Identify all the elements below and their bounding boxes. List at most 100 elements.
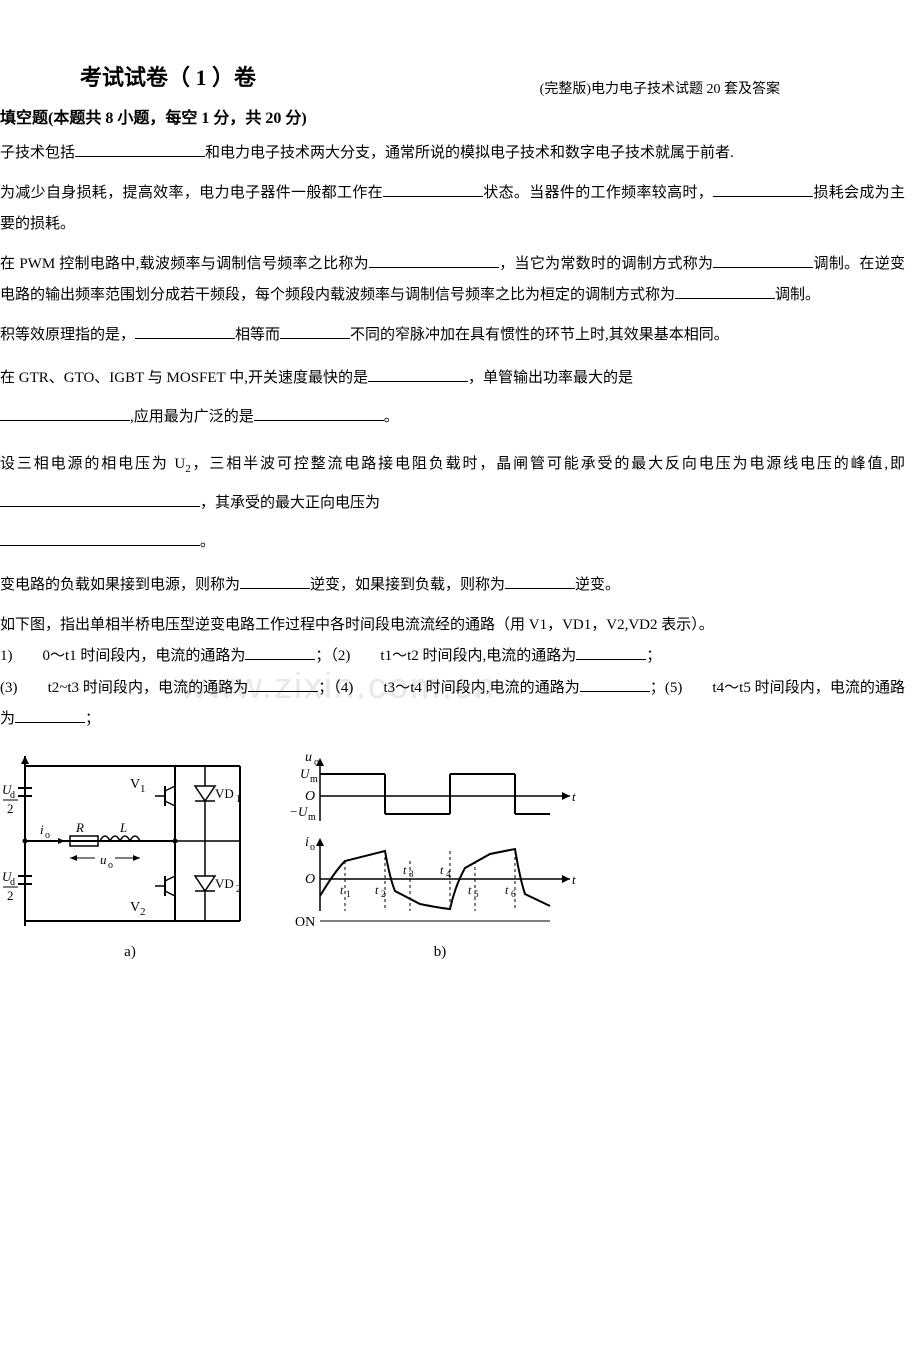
blank <box>383 182 483 197</box>
blank <box>245 645 315 660</box>
svg-text:L: L <box>119 820 127 835</box>
question-6: 设三相电源的相电压为 U2，三相半波可控整流电路接电阻负载时，晶闸管可能承受的最… <box>0 445 905 562</box>
svg-text:t: t <box>572 872 576 887</box>
question-5: 在 GTR、GTO、IGBT 与 MOSFET 中,开关速度最快的是 ，单管输出功… <box>0 359 905 437</box>
svg-text:1: 1 <box>140 783 146 795</box>
blank <box>280 324 350 339</box>
q8-1b: ；（2) t1～t2 时间段内,电流的通路为 <box>315 648 576 664</box>
q6-text-a: 设三相电源的相电压为 U <box>0 456 185 472</box>
svg-text:d: d <box>10 877 15 888</box>
q3-text-a: 在 PWM 控制电路中,载波频率与调制信号频率之比称为 <box>0 256 369 272</box>
svg-text:o: o <box>108 860 113 871</box>
svg-text:6: 6 <box>511 889 516 899</box>
blank <box>135 324 235 339</box>
svg-text:V: V <box>130 777 140 792</box>
q7-text-b: 逆变，如果接到负载，则称为 <box>310 577 505 593</box>
blank <box>248 677 318 692</box>
svg-text:d: d <box>10 790 15 801</box>
q8-2b: ；（4) t3～t4 时间段内,电流的通路为 <box>318 680 580 696</box>
exam-title: 考试试卷（ 1 ）卷 <box>80 60 920 92</box>
q3-text-b: ，当它为常数时的调制方式称为 <box>499 256 713 272</box>
header-note: (完整版)电力电子技术试题 20 套及答案 <box>540 78 780 98</box>
q1-text-a: 子技术包括 <box>0 145 75 161</box>
svg-text:u: u <box>100 852 107 867</box>
svg-text:o: o <box>310 842 315 853</box>
blank <box>713 253 813 268</box>
question-2: 为减少自身损耗，提高效率，电力电子器件一般都工作在 状态。当器件的工作频率较高时，… <box>0 178 905 241</box>
svg-text:2: 2 <box>7 801 14 816</box>
blank <box>254 406 384 421</box>
svg-text:m: m <box>310 774 318 785</box>
question-8: 如下图，指出单相半桥电压型逆变电路工作过程中各时间段电流流经的通路（用 V1，V… <box>0 610 905 736</box>
svg-text:R: R <box>75 820 84 835</box>
svg-text:V: V <box>130 900 140 915</box>
svg-text:5: 5 <box>474 889 479 899</box>
q7-text-a: 变电路的负载如果接到电源，则称为 <box>0 577 240 593</box>
q5-text-a: 在 GTR、GTO、IGBT 与 MOSFET 中,开关速度最快的是 <box>0 370 368 386</box>
q7-text-c: 逆变。 <box>575 577 620 593</box>
blank <box>0 492 200 507</box>
svg-text:t: t <box>340 883 344 897</box>
q8-2a: (3) t2~t3 时间段内，电流的通路为 <box>0 680 248 696</box>
svg-text:−: − <box>290 804 297 819</box>
blank <box>0 406 130 421</box>
blank <box>505 574 575 589</box>
blank <box>675 284 775 299</box>
figure-a-box: Ud 2 Ud 2 io <box>0 746 260 961</box>
figure-b-label: b) <box>434 944 447 961</box>
q6-text-b: ，三相半波可控整流电路接电阻负载时，晶闸管可能承受的最大反向电压为电源线电压的峰… <box>191 456 905 472</box>
q2-text-b: 状态。当器件的工作频率较高时， <box>483 185 713 201</box>
circuit-diagram-icon: Ud 2 Ud 2 io <box>0 746 260 936</box>
svg-text:t: t <box>572 789 576 804</box>
svg-text:m: m <box>308 812 316 823</box>
waveform-diagram-icon: uo Um O −Um t <box>290 746 590 936</box>
svg-text:1: 1 <box>236 794 241 805</box>
q4-text-b: 相等而 <box>235 327 280 343</box>
q8-2d: ； <box>85 711 100 727</box>
q6-text-d: 。 <box>200 534 215 550</box>
svg-text:2: 2 <box>7 888 14 903</box>
svg-text:2: 2 <box>236 884 241 895</box>
svg-text:O: O <box>305 872 315 887</box>
svg-text:t: t <box>468 883 472 897</box>
svg-text:t: t <box>505 883 509 897</box>
blank <box>369 253 499 268</box>
svg-text:i: i <box>40 822 44 837</box>
blank <box>580 677 650 692</box>
svg-text:i: i <box>305 835 309 850</box>
q4-text-c: 不同的窄脉冲加在具有惯性的环节上时,其效果基本相同。 <box>350 327 729 343</box>
svg-text:4: 4 <box>446 869 451 879</box>
blank <box>75 142 205 157</box>
svg-text:1: 1 <box>346 889 351 899</box>
svg-text:2: 2 <box>140 906 146 918</box>
q2-text-a: 为减少自身损耗，提高效率，电力电子器件一般都工作在 <box>0 185 383 201</box>
svg-text:o: o <box>45 830 50 841</box>
svg-text:3: 3 <box>409 869 414 879</box>
svg-text:2: 2 <box>381 889 386 899</box>
question-3: 在 PWM 控制电路中,载波频率与调制信号频率之比称为 ，当它为常数时的调制方式称… <box>0 249 905 312</box>
svg-text:t: t <box>440 863 444 877</box>
section-header: 填空题(本题共 8 小题，每空 1 分，共 20 分) <box>0 104 905 128</box>
q5-text-b: ，单管输出功率最大的是 <box>468 370 633 386</box>
q8-1c: ； <box>646 648 661 664</box>
svg-text:t: t <box>375 883 379 897</box>
figure-container: Ud 2 Ud 2 io <box>0 746 905 961</box>
q8-intro: 如下图，指出单相半桥电压型逆变电路工作过程中各时间段电流流经的通路（用 V1，V… <box>0 617 714 633</box>
figure-b-box: uo Um O −Um t <box>290 746 590 961</box>
blank <box>15 708 85 723</box>
q5-text-d: 。 <box>384 409 399 425</box>
q8-1a: 1) 0～t1 时间段内，电流的通路为 <box>0 648 245 664</box>
question-7: 变电路的负载如果接到电源，则称为 逆变，如果接到负载，则称为 逆变。 <box>0 570 905 602</box>
svg-text:VD: VD <box>215 876 234 891</box>
q1-text-b: 和电力电子技术两大分支，通常所说的模拟电子技术和数字电子技术就属于前者. <box>205 145 734 161</box>
q4-text-a: 积等效原理指的是， <box>0 327 135 343</box>
question-4: 积等效原理指的是， 相等而 不同的窄脉冲加在具有惯性的环节上时,其效果基本相同。 <box>0 320 905 352</box>
q5-text-c: ,应用最为广泛的是 <box>130 409 254 425</box>
svg-text:O: O <box>305 789 315 804</box>
svg-text:ON: ON <box>295 915 315 930</box>
blank <box>368 367 468 382</box>
blank <box>576 645 646 660</box>
figure-a-label: a) <box>124 944 136 961</box>
blank <box>0 531 200 546</box>
svg-text:t: t <box>403 863 407 877</box>
